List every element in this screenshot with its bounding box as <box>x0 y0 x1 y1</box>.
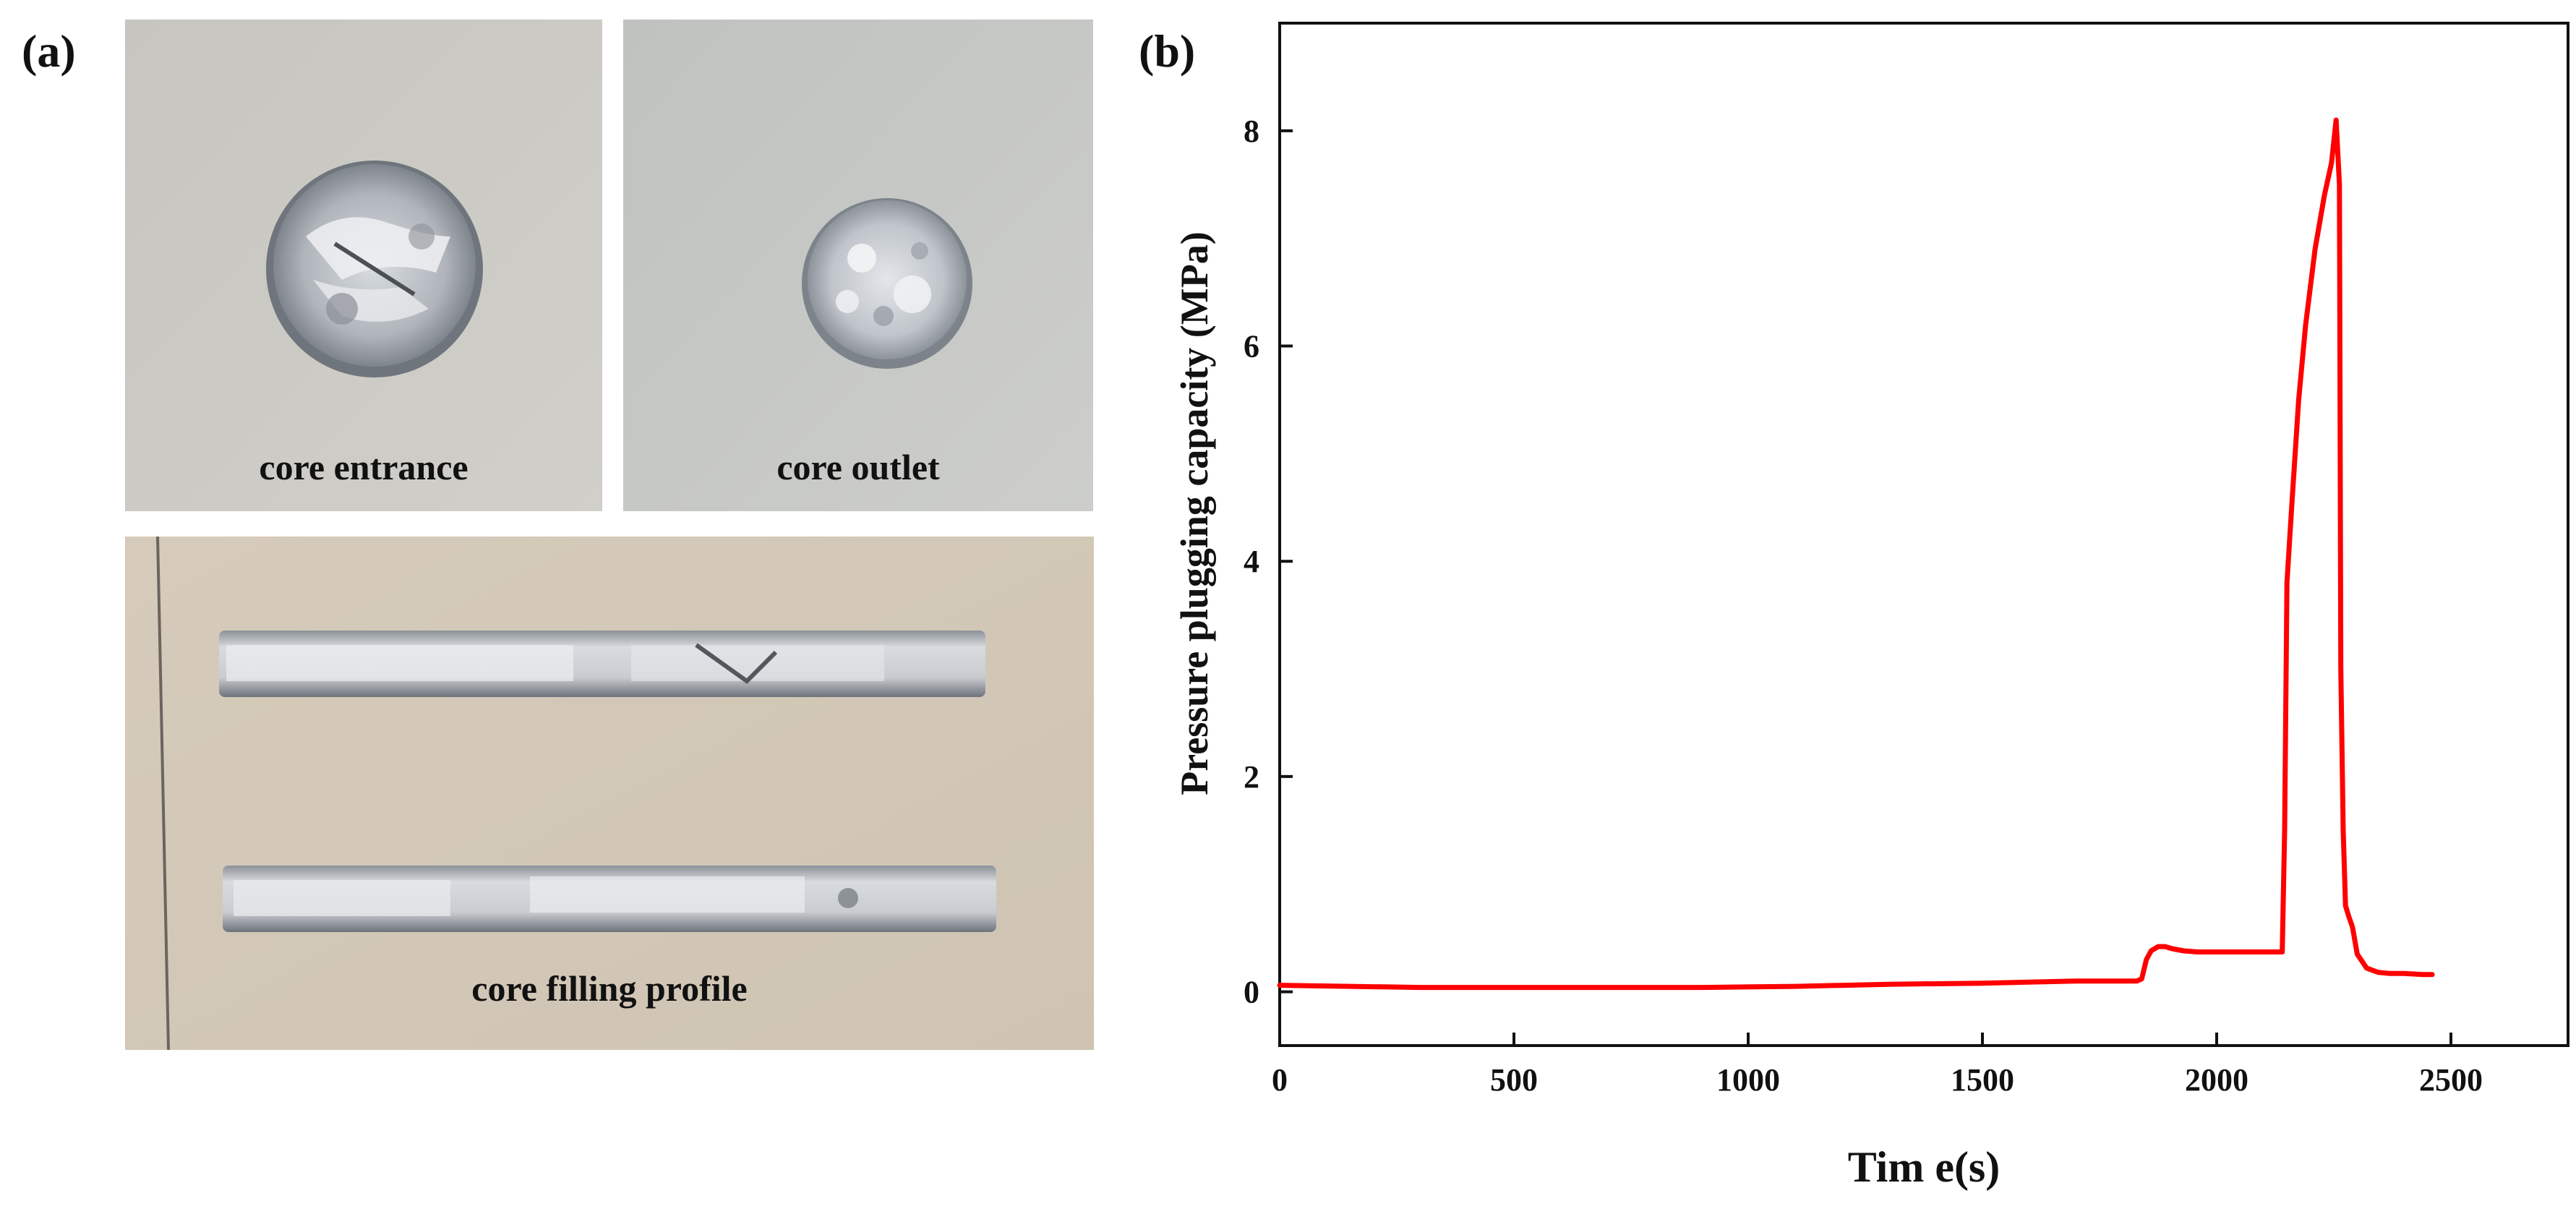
panel-a-label: (a) <box>22 25 76 77</box>
core-entrance-photo: core entrance <box>125 20 602 511</box>
x-tick-label: 1000 <box>1716 1062 1780 1098</box>
y-tick-label: 4 <box>1244 544 1259 579</box>
series-line-0 <box>1277 117 2435 991</box>
core-outlet-photo: core outlet <box>623 20 1093 511</box>
y-tick-label: 2 <box>1244 759 1259 795</box>
core-outlet-caption: core outlet <box>776 447 940 487</box>
pressure-time-chart: 0 500 1000 1500 2000 2500 0 2 4 6 8 Pressure plugg… <box>1173 22 2569 1191</box>
x-tick-label: 2500 <box>2419 1062 2483 1098</box>
y-axis-label: Pressure plugging capacity (MPa) <box>1173 231 1216 795</box>
x-tick-label: 2000 <box>2185 1062 2248 1098</box>
core-filling-profile-caption: core filling profile <box>471 968 748 1009</box>
x-tick-label: 500 <box>1490 1062 1538 1098</box>
plot-area: 0 500 1000 1500 2000 2500 0 2 4 6 8 <box>1244 22 2569 1098</box>
y-tick-label: 6 <box>1244 329 1259 364</box>
y-tick-label: 8 <box>1244 114 1259 149</box>
panel-b-label: (b) <box>1139 25 1196 77</box>
x-axis-label: Tim e(s) <box>1848 1143 2001 1191</box>
x-tick-label: 0 <box>1272 1062 1288 1098</box>
plot-frame <box>1278 22 2569 1047</box>
core-entrance-caption: core entrance <box>259 447 468 487</box>
y-tick-label: 0 <box>1244 975 1259 1010</box>
core-filling-profile-photo: core filling profile <box>125 537 1094 1050</box>
x-tick-label: 1500 <box>1951 1062 2014 1098</box>
